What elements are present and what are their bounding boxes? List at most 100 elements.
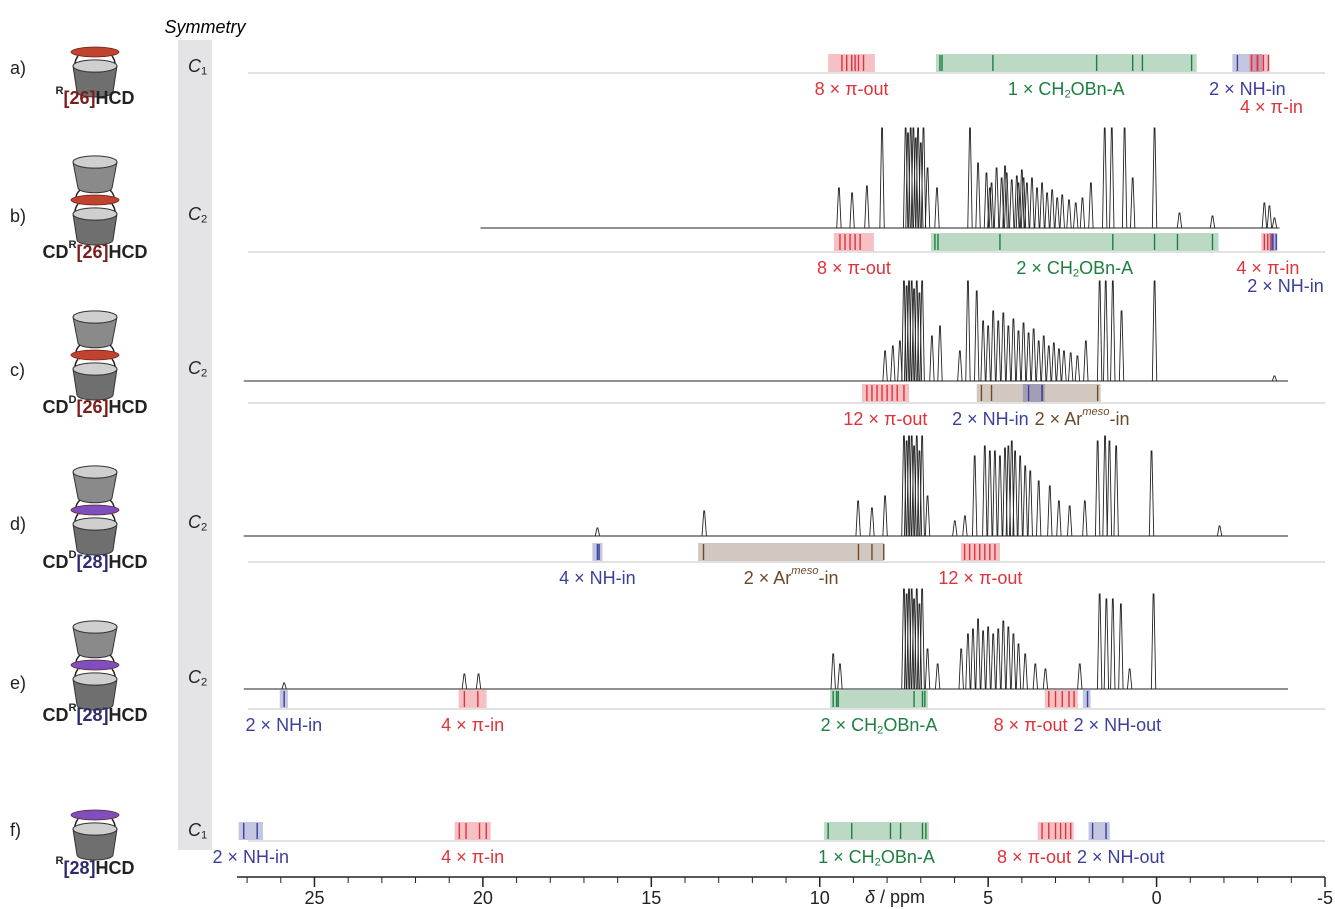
peak [972, 455, 978, 537]
peak [1271, 375, 1278, 382]
peak [919, 280, 925, 382]
compound-name: R[26]HCD [55, 85, 134, 108]
peak [1056, 500, 1062, 537]
peak [920, 127, 927, 229]
text-segment: / ppm [875, 887, 925, 907]
text-segment: HCD [96, 88, 135, 108]
text-segment: R [55, 85, 63, 97]
peak [594, 527, 601, 537]
peak [1083, 340, 1089, 382]
text-segment: CD [42, 242, 68, 262]
text-segment: CD [42, 705, 68, 725]
cyclodextrin-rim [72, 59, 118, 73]
row-letter: b) [10, 206, 26, 226]
x-tick-label: 5 [983, 888, 993, 908]
text-segment: δ [865, 887, 876, 907]
peak [1118, 603, 1124, 690]
peak [957, 350, 963, 382]
symmetry-label: C2 [188, 358, 207, 379]
peak [1066, 199, 1072, 229]
peak [1014, 175, 1020, 229]
text-segment: 4 × π-in [441, 847, 504, 867]
text-segment: OBn-A [881, 847, 935, 867]
compound-name: CDD[28]HCD [42, 549, 147, 572]
text-segment: 8 × π-out [815, 79, 889, 99]
cyclodextrin-rim [72, 362, 118, 376]
peak [990, 310, 996, 382]
peak [1097, 593, 1103, 690]
text-segment: 1 × CH [818, 847, 875, 867]
cyclodextrin [72, 368, 118, 401]
peak [965, 633, 971, 690]
signal-region [458, 690, 487, 708]
porphyrin-ring [70, 504, 120, 516]
peak [1151, 280, 1158, 382]
peak [890, 345, 896, 382]
peak [1005, 325, 1012, 382]
peak [1118, 310, 1125, 382]
cyclodextrin-rim [72, 620, 118, 634]
signal-label: 2 × NH-out [1074, 715, 1162, 735]
peak [882, 350, 888, 382]
peak [975, 618, 981, 690]
text-segment: HCD [109, 397, 148, 417]
signal-region [824, 822, 929, 840]
signal-label: 4 × NH-in [559, 568, 636, 588]
text-segment: 8 × π-out [994, 715, 1068, 735]
peak [990, 633, 996, 690]
symmetry-column [178, 40, 212, 850]
peak [1046, 345, 1052, 382]
peak [1094, 440, 1101, 537]
text-segment: [26] [77, 242, 109, 262]
peak [1030, 328, 1037, 382]
peak [1209, 215, 1216, 229]
peak [958, 648, 964, 690]
peak [1022, 465, 1028, 537]
text-segment: CD [42, 552, 68, 572]
text-segment: 12 × π-out [938, 568, 1022, 588]
signal-region [1088, 822, 1110, 840]
peak [1130, 177, 1136, 229]
cyclodextrin [72, 828, 118, 861]
peak [1216, 525, 1223, 537]
peak [1000, 312, 1006, 382]
signal-region [830, 690, 928, 708]
text-segment: R [55, 855, 63, 867]
text-segment: D [68, 394, 76, 406]
peak [1032, 663, 1038, 690]
peak [937, 325, 943, 382]
peak [1121, 127, 1128, 229]
peak [1022, 653, 1028, 690]
x-tick-label: 10 [810, 888, 830, 908]
peak [1073, 202, 1079, 229]
peak [975, 162, 981, 229]
peak [1039, 182, 1045, 229]
text-segment: HCD [109, 705, 148, 725]
peak [1000, 620, 1006, 690]
text-segment: 2 [875, 856, 881, 868]
peak [965, 280, 971, 382]
text-segment: 2 [201, 367, 207, 379]
peak [1010, 318, 1017, 382]
signal-label: 8 × π-out [817, 258, 891, 278]
peak [1068, 352, 1074, 382]
peak [1067, 505, 1073, 537]
peak [967, 127, 973, 229]
text-segment: 2 × CH [821, 715, 878, 735]
signal-region [1044, 690, 1078, 708]
peak [1009, 179, 1015, 229]
text-segment: R [68, 702, 76, 714]
peak [1017, 455, 1023, 537]
signal-label: 1 × CH2OBn-A [1008, 79, 1125, 100]
signal-label: 4 × π-in [1240, 97, 1303, 117]
signal-label: 2 × Armeso-in [1035, 406, 1130, 429]
text-segment: 2 [1064, 88, 1070, 100]
peak [1110, 598, 1116, 690]
peak [1019, 169, 1025, 229]
peak [869, 507, 875, 537]
peak [1151, 127, 1158, 229]
peak [1054, 197, 1060, 229]
peak [1005, 626, 1012, 690]
peak [1005, 445, 1012, 537]
signal-label: 2 × NH-in [213, 847, 290, 867]
